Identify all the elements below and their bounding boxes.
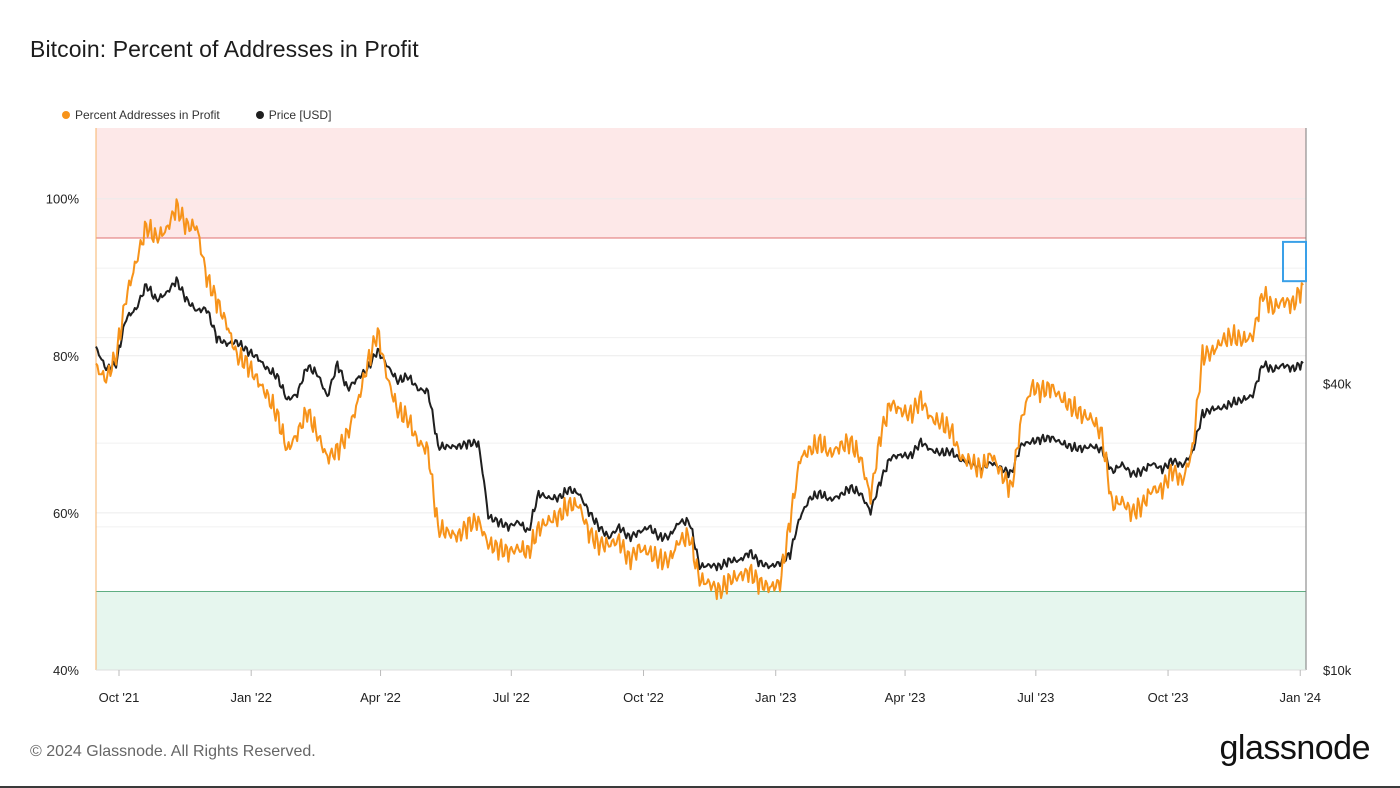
x-tick-label: Apr '23 [885,690,926,705]
x-tick-label: Oct '23 [1148,690,1189,705]
x-tick-label: Jul '22 [493,690,530,705]
series-line-percent-profit [95,198,1304,601]
high-zone-band [96,128,1306,238]
chart-title: Bitcoin: Percent of Addresses in Profit [30,36,419,62]
low-zone-band [96,591,1306,670]
x-tick-label: Jul '23 [1017,690,1054,705]
y-right-tick-label: $40k [1323,377,1352,392]
legend-dot-profit [62,111,70,119]
x-tick-label: Apr '22 [360,690,401,705]
legend-label-price: Price [USD] [268,108,332,122]
highlight-box [1282,240,1307,283]
x-tick-label: Jan '22 [230,690,272,705]
y-left-tick-label: 40% [53,663,79,678]
axis-layer: 40% 60% 80% 100% $10k $40k Oct '21 Jan '22 Apr '… [46,128,1352,705]
glassnode-logo: glassnode [1219,729,1370,767]
bottom-rule [0,786,1400,788]
legend: Percent Addresses in Profit Price [USD] [62,108,331,122]
legend-label-profit: Percent Addresses in Profit [75,108,220,122]
series-line-price [95,276,1304,572]
y-left-tick-label: 80% [53,349,79,364]
legend-item-price[interactable]: Price [USD] [255,108,332,122]
bands-layer [96,128,1306,670]
x-tick-label: Oct '21 [99,690,140,705]
highlight-layer [1282,240,1307,283]
y-left-tick-label: 100% [46,192,80,207]
x-tick-label: Oct '22 [623,690,664,705]
series-layer [95,198,1304,601]
x-tick-label: Jan '24 [1279,690,1321,705]
y-left-tick-label: 60% [53,506,79,521]
legend-dot-price [255,111,264,119]
legend-item-profit[interactable]: Percent Addresses in Profit [62,108,220,122]
x-tick-label: Jan '23 [755,690,797,705]
y-right-tick-label: $10k [1323,663,1352,678]
copyright-text: © 2024 Glassnode. All Rights Reserved. [30,743,316,760]
